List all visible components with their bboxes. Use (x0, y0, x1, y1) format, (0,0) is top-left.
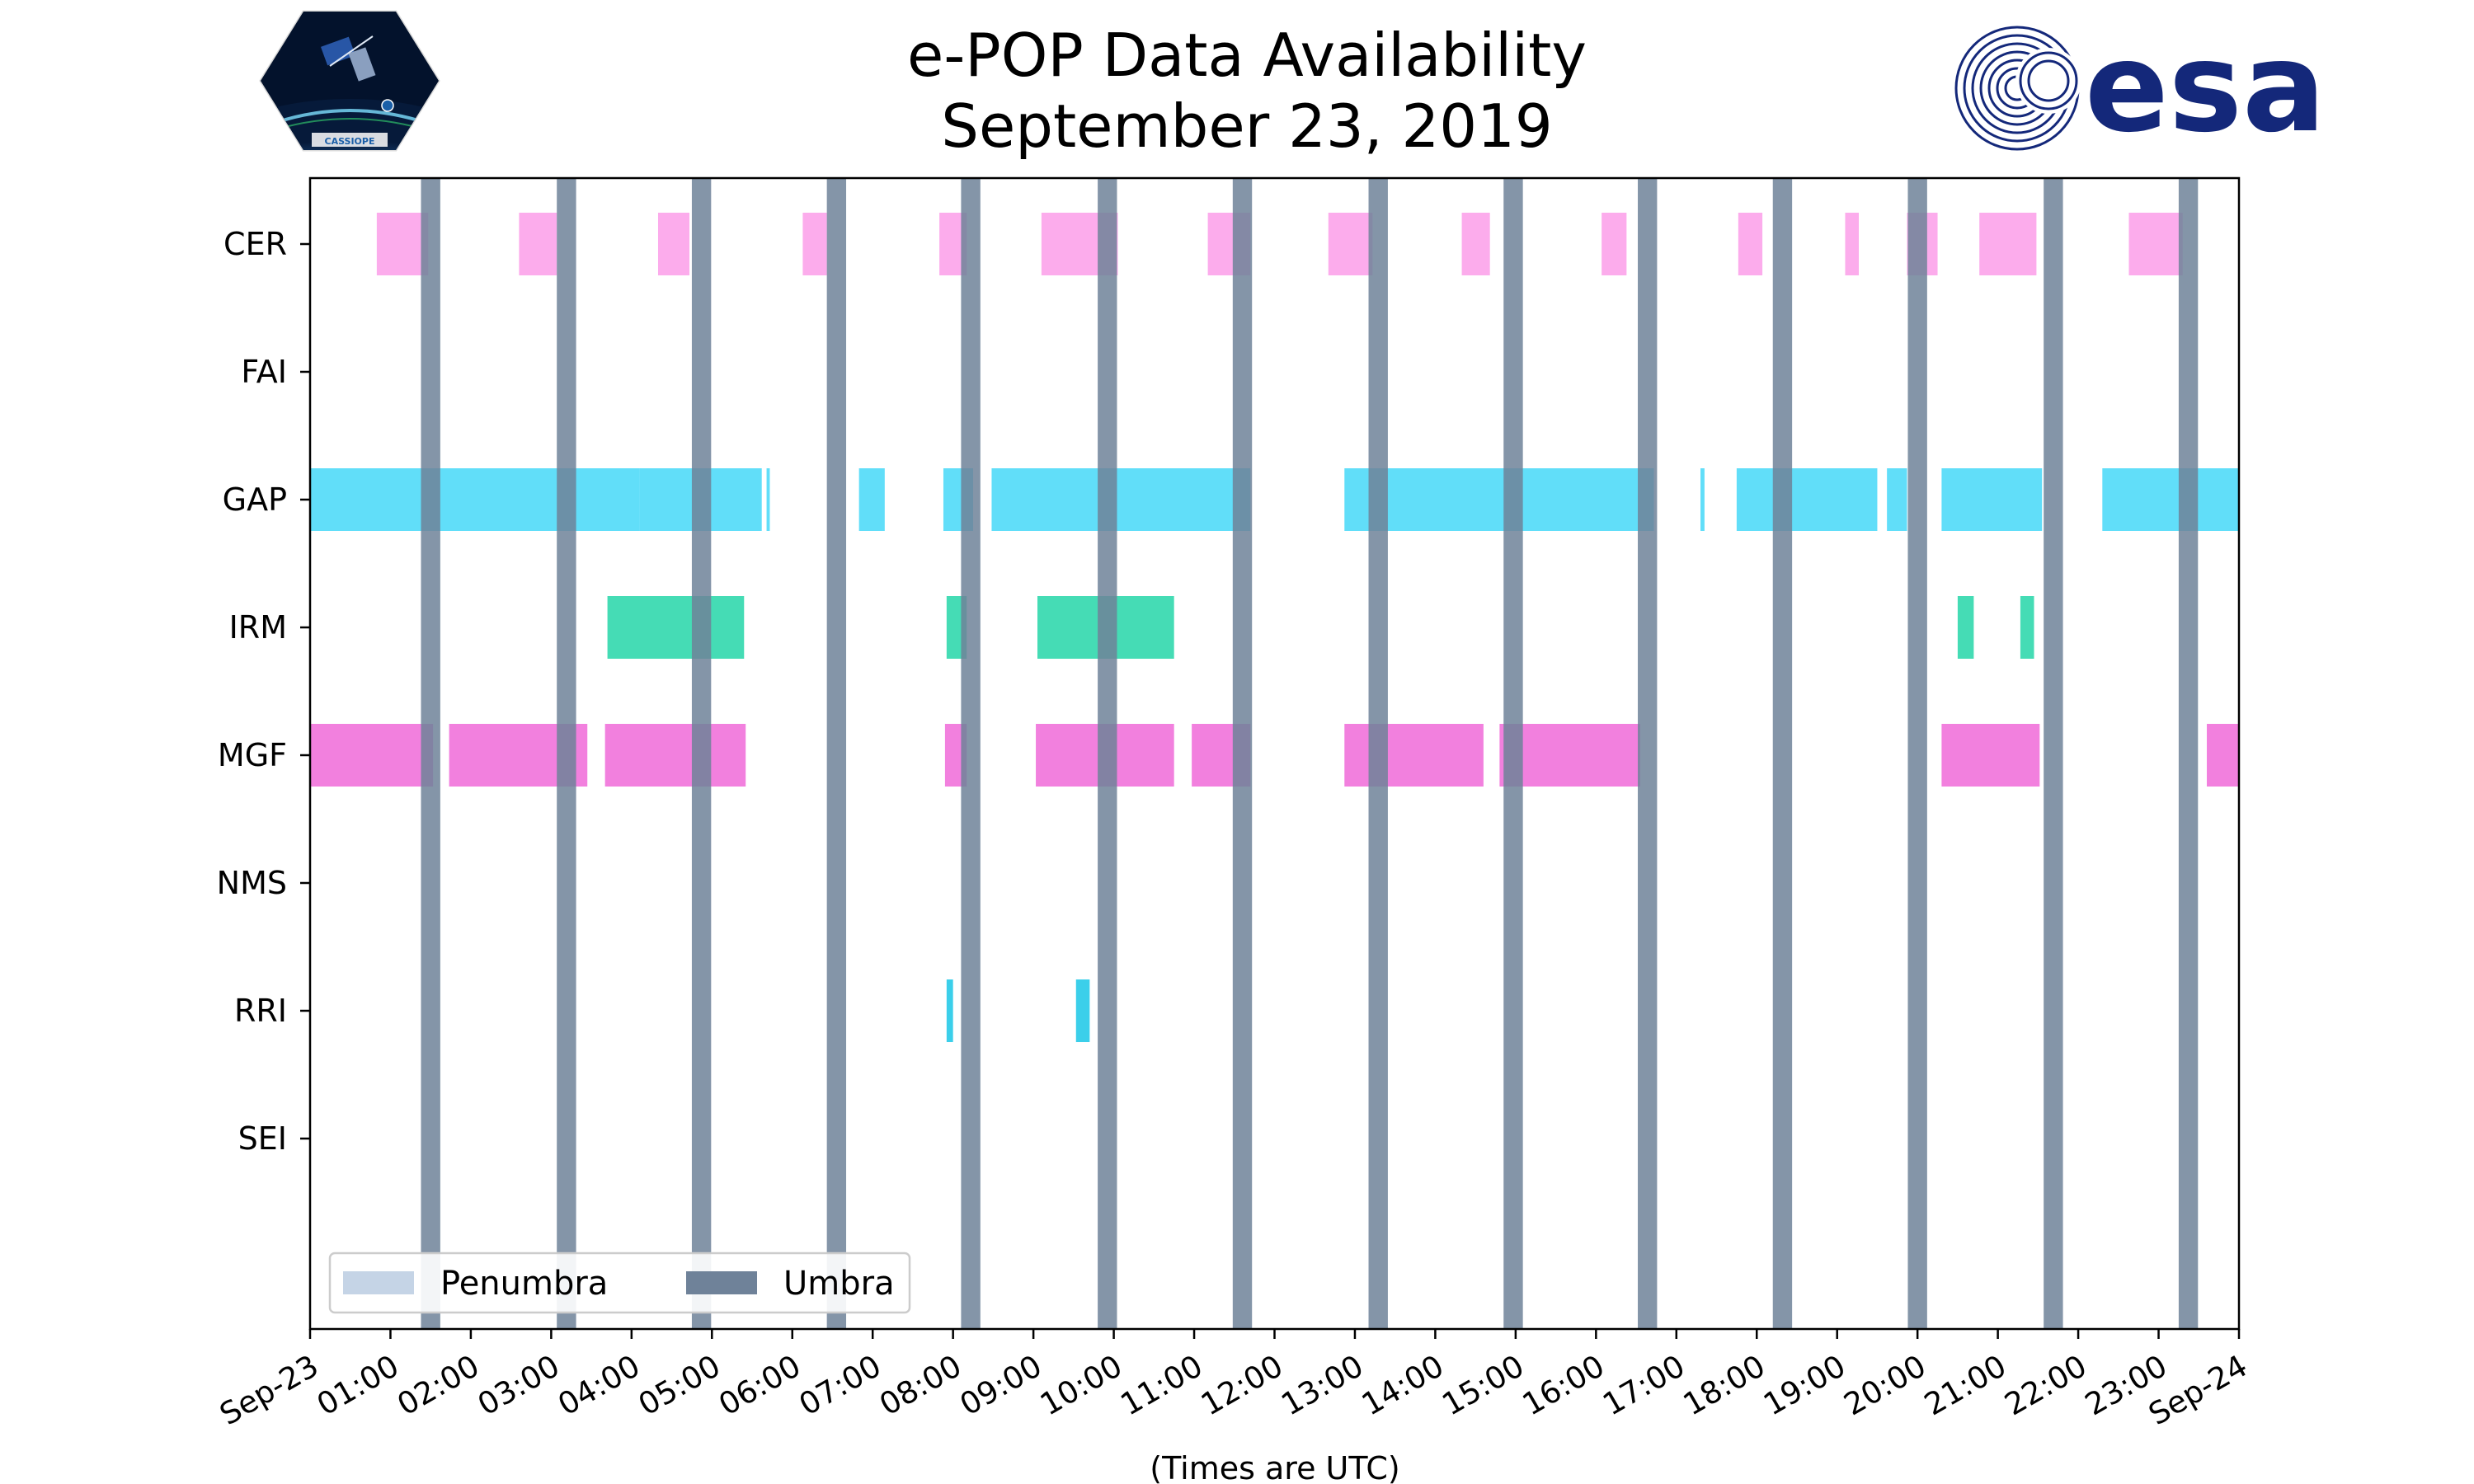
data-bar-mgf (1941, 724, 2040, 787)
y-tick-label-rri: RRI (234, 993, 287, 1029)
legend-swatch-penumbra (343, 1271, 414, 1294)
x-tick-label: 05:00 (633, 1348, 727, 1423)
umbra-band (2178, 178, 2199, 1329)
data-bar-cer (519, 213, 557, 275)
x-tick-label: 19:00 (1757, 1348, 1851, 1423)
x-tick-label: 17:00 (1597, 1348, 1691, 1423)
x-tick-label: 01:00 (311, 1348, 405, 1423)
y-tick-label-nms: NMS (217, 865, 287, 901)
x-tick-label: 02:00 (392, 1348, 486, 1423)
data-bar-cer (376, 213, 429, 275)
umbra-band (1503, 178, 1523, 1329)
legend-label-penumbra: Penumbra (440, 1265, 608, 1303)
data-bar-gap (1700, 468, 1705, 531)
umbra-band (1232, 178, 1253, 1329)
y-tick-label-cer: CER (223, 226, 287, 262)
plot-area: CER FAI GAP IRM MGF NMS RRI SEI Sep-2301:0002:00… (214, 176, 2253, 1432)
data-bar-irm (2020, 596, 2034, 659)
x-tick-label: 04:00 (552, 1348, 646, 1423)
x-tick-label: 06:00 (713, 1348, 807, 1423)
x-tick-label: 14:00 (1356, 1348, 1450, 1423)
data-bar-mgf (604, 724, 746, 787)
x-tick-label: 15:00 (1436, 1348, 1530, 1423)
umbra-band (826, 178, 847, 1329)
data-bar-gap (991, 468, 1251, 531)
umbra-band (1907, 178, 1927, 1329)
x-tick-label: 07:00 (793, 1348, 887, 1423)
cassiope-logo-label: CASSIOPE (325, 136, 375, 147)
legend-box (328, 1252, 911, 1314)
chart-title-line-2: September 23, 2019 (941, 92, 1552, 161)
y-tick-label-mgf: MGF (218, 737, 287, 773)
umbra-band (1098, 178, 1117, 1329)
x-tick-label: 09:00 (954, 1348, 1048, 1423)
umbra-band (1638, 178, 1658, 1329)
y-tick-label-fai: FAI (241, 354, 287, 390)
data-bar-mgf (1499, 724, 1640, 787)
data-bar-gap (1887, 468, 1907, 531)
esa-logo-label: esa (2085, 16, 2326, 160)
umbra-band (961, 178, 981, 1329)
x-tick-label: 21:00 (1918, 1348, 2012, 1423)
x-tick-label: 16:00 (1517, 1348, 1611, 1423)
data-bar-rri (946, 979, 953, 1042)
x-tick-label: 11:00 (1115, 1348, 1209, 1423)
x-tick-label: 03:00 (472, 1348, 566, 1423)
data-bar-gap (2102, 468, 2239, 531)
data-bar-cer (802, 213, 827, 275)
data-bar-cer (2128, 213, 2183, 275)
y-tick-label-sei: SEI (238, 1120, 287, 1157)
x-tick-label: 10:00 (1034, 1348, 1128, 1423)
data-bar-cer (1461, 213, 1490, 275)
data-bar-mgf (1344, 724, 1484, 787)
x-tick-label: 20:00 (1838, 1348, 1932, 1423)
umbra-band (1368, 178, 1388, 1329)
data-bar-mgf (2207, 724, 2239, 787)
y-tick-label-gap: GAP (223, 481, 287, 518)
legend: Penumbra Umbra (328, 1252, 911, 1314)
umbra-band (421, 178, 440, 1329)
umbra-band (691, 178, 712, 1329)
esa-logo: esa (1954, 16, 2326, 160)
umbra-band (1772, 178, 1793, 1329)
umbra-band (2044, 178, 2063, 1329)
x-tick-label: 13:00 (1276, 1348, 1370, 1423)
x-axis-label: (Times are UTC) (1150, 1450, 1399, 1484)
x-tick-label: 22:00 (1999, 1348, 2093, 1423)
data-bar-cer (1845, 213, 1860, 275)
data-bar-gap (310, 468, 640, 531)
data-bar-gap (1736, 468, 1878, 531)
legend-label-umbra: Umbra (783, 1265, 895, 1303)
data-bar-gap (1344, 468, 1654, 531)
legend-swatch-umbra (686, 1271, 757, 1294)
data-bar-cer (1979, 213, 2037, 275)
x-tick-label: 18:00 (1677, 1348, 1771, 1423)
x-tick-label: Sep-23 (214, 1348, 324, 1432)
data-bar-cer (1738, 213, 1763, 275)
umbra-band (557, 178, 576, 1329)
data-bar-cer (1602, 213, 1627, 275)
data-bar-mgf (310, 724, 434, 787)
chart-title-line-1: e-POP Data Availability (907, 21, 1587, 90)
x-tick-label: 08:00 (873, 1348, 967, 1423)
data-bar-gap (1941, 468, 2043, 531)
data-bar-gap (858, 468, 885, 531)
data-bar-rri (1075, 979, 1090, 1042)
data-bar-cer (1328, 213, 1373, 275)
data-bar-irm (607, 596, 745, 659)
data-bar-cer (657, 213, 690, 275)
x-tick-label: 12:00 (1195, 1348, 1289, 1423)
data-bar-gap (766, 468, 770, 531)
y-tick-label-irm: IRM (229, 609, 287, 646)
data-bar-irm (1957, 596, 1974, 659)
